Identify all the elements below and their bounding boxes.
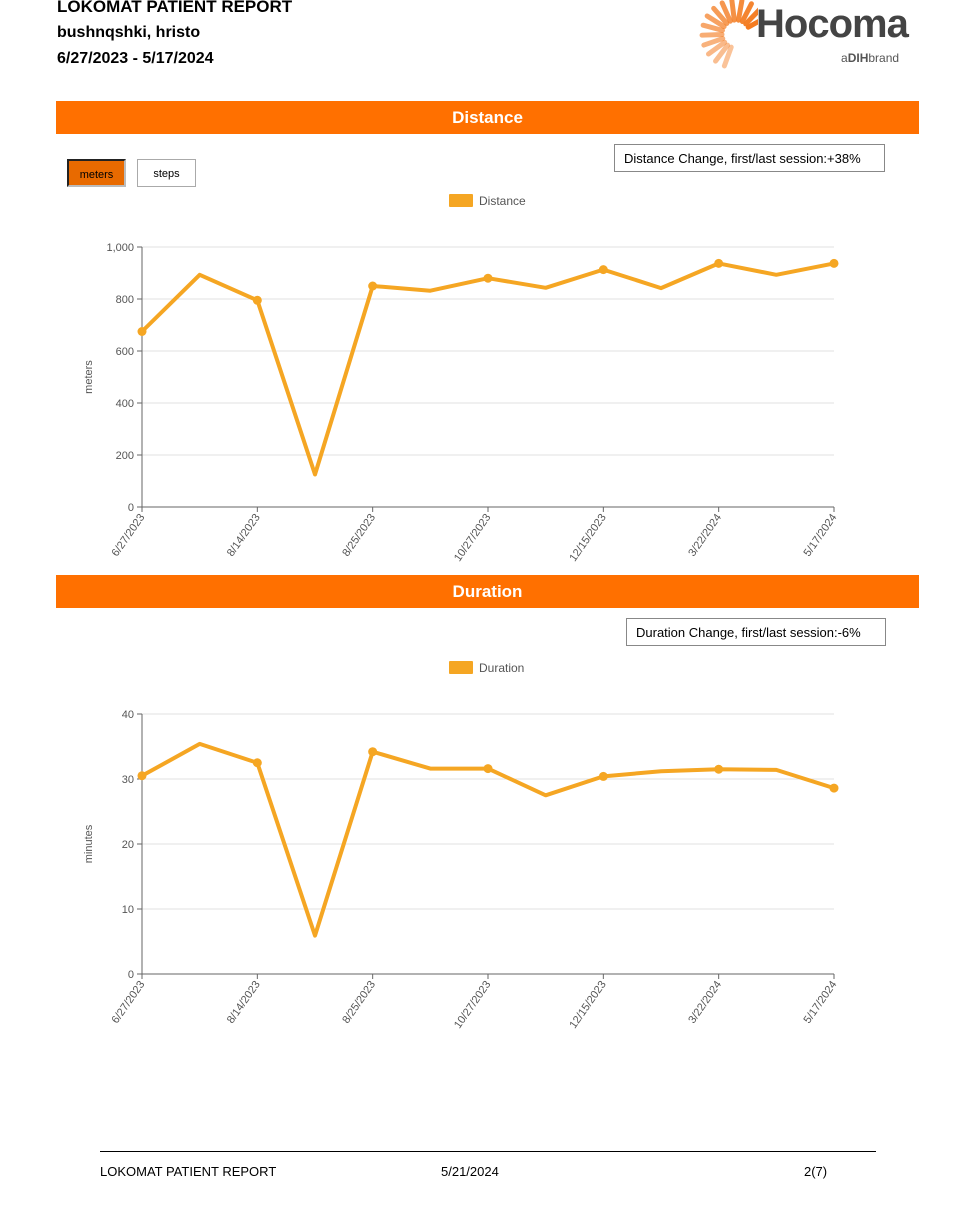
x-tick-label: 5/17/2024	[802, 979, 840, 1026]
patient-name: bushnqshki, hristo	[57, 24, 201, 41]
footer-page-number: 2(7)	[804, 1164, 828, 1179]
x-tick-label: 3/22/2024	[686, 512, 724, 559]
sunburst-ray	[700, 22, 725, 33]
y-axis-label: minutes	[83, 824, 95, 863]
data-point	[714, 258, 724, 268]
x-tick-label: 8/14/2023	[225, 979, 263, 1026]
data-point	[714, 764, 724, 774]
data-point	[137, 327, 147, 336]
x-tick-label: 8/25/2023	[340, 512, 378, 559]
sunburst-ray	[711, 5, 730, 26]
meters-toggle-button[interactable]: meters	[67, 159, 126, 187]
x-tick-label: 5/17/2024	[802, 512, 840, 559]
hocoma-sunburst-icon	[699, 0, 758, 69]
x-tick-label: 12/15/2023	[567, 979, 608, 1031]
sunburst-ray	[745, 18, 758, 30]
y-tick-label: 800	[116, 294, 134, 306]
duration-change-box: Duration Change, first/last session:-6%	[626, 618, 886, 646]
data-point	[137, 771, 147, 781]
data-point	[598, 265, 608, 275]
steps-toggle-button[interactable]: steps	[137, 159, 196, 187]
y-axis-label: meters	[83, 360, 95, 394]
footer-date: 5/21/2024	[441, 1164, 499, 1179]
data-point	[368, 281, 378, 291]
legend-label: Duration	[479, 661, 524, 675]
distance-section-header: Distance	[56, 101, 919, 134]
logo-tagline: aDIHbrand	[841, 51, 900, 65]
sunburst-ray	[743, 7, 758, 27]
x-tick-label: 10/27/2023	[452, 512, 493, 564]
sunburst-ray	[699, 31, 725, 38]
distance-change-box: Distance Change, first/last session:+38%	[614, 144, 885, 172]
legend-swatch	[449, 661, 473, 674]
x-tick-label: 3/22/2024	[686, 979, 724, 1026]
series-line	[140, 261, 836, 477]
x-tick-label: 8/14/2023	[225, 512, 263, 559]
x-tick-label: 8/25/2023	[340, 979, 378, 1026]
data-point	[368, 747, 378, 757]
legend-label: Distance	[479, 194, 526, 208]
footer-divider	[100, 1151, 876, 1152]
sunburst-ray	[701, 36, 726, 48]
sunburst-ray	[713, 42, 731, 64]
report-date-range: 6/27/2023 - 5/17/2024	[57, 50, 214, 67]
duration-section-header: Duration	[56, 575, 919, 608]
legend-swatch	[449, 194, 473, 207]
sunburst-ray	[729, 0, 737, 23]
data-point	[252, 295, 262, 305]
sunburst-ray	[739, 1, 754, 25]
data-point	[252, 758, 262, 768]
data-point	[483, 764, 493, 774]
distance-chart: Distance 0 200 400 600 800 1,000 meters 6/27/202…	[83, 194, 840, 564]
data-point	[598, 771, 608, 781]
sunburst-ray	[719, 0, 733, 24]
footer-report-title: LOKOMAT PATIENT REPORT	[100, 1164, 277, 1179]
data-point	[483, 273, 493, 283]
logo-wordmark: Hocoma	[756, 2, 909, 46]
y-tick-label: 0	[128, 969, 134, 981]
duration-chart: Duration 0 10 20 30 40 minutes 6/27/2023 8/14/20…	[83, 661, 840, 1031]
y-tick-label: 0	[128, 502, 134, 514]
sunburst-ray	[704, 13, 727, 30]
y-tick-label: 30	[122, 774, 134, 786]
data-point	[829, 783, 839, 793]
y-tick-label: 400	[116, 398, 134, 410]
sunburst-ray	[705, 39, 728, 57]
y-tick-label: 600	[116, 346, 134, 358]
y-tick-label: 10	[122, 904, 134, 916]
sunburst-ray	[721, 44, 734, 69]
y-tick-label: 20	[122, 839, 134, 851]
sunburst-ray	[735, 0, 745, 23]
y-tick-label: 40	[122, 709, 134, 721]
data-point	[829, 258, 839, 268]
x-tick-label: 12/15/2023	[567, 512, 608, 564]
y-tick-label: 200	[116, 450, 134, 462]
x-tick-label: 6/27/2023	[110, 512, 148, 559]
x-tick-label: 6/27/2023	[110, 979, 148, 1026]
x-tick-label: 10/27/2023	[452, 979, 493, 1031]
report-title: LOKOMAT PATIENT REPORT	[57, 0, 293, 16]
y-tick-label: 1,000	[106, 242, 134, 254]
hocoma-logo: Hocoma aDIHbrand	[686, 0, 916, 72]
